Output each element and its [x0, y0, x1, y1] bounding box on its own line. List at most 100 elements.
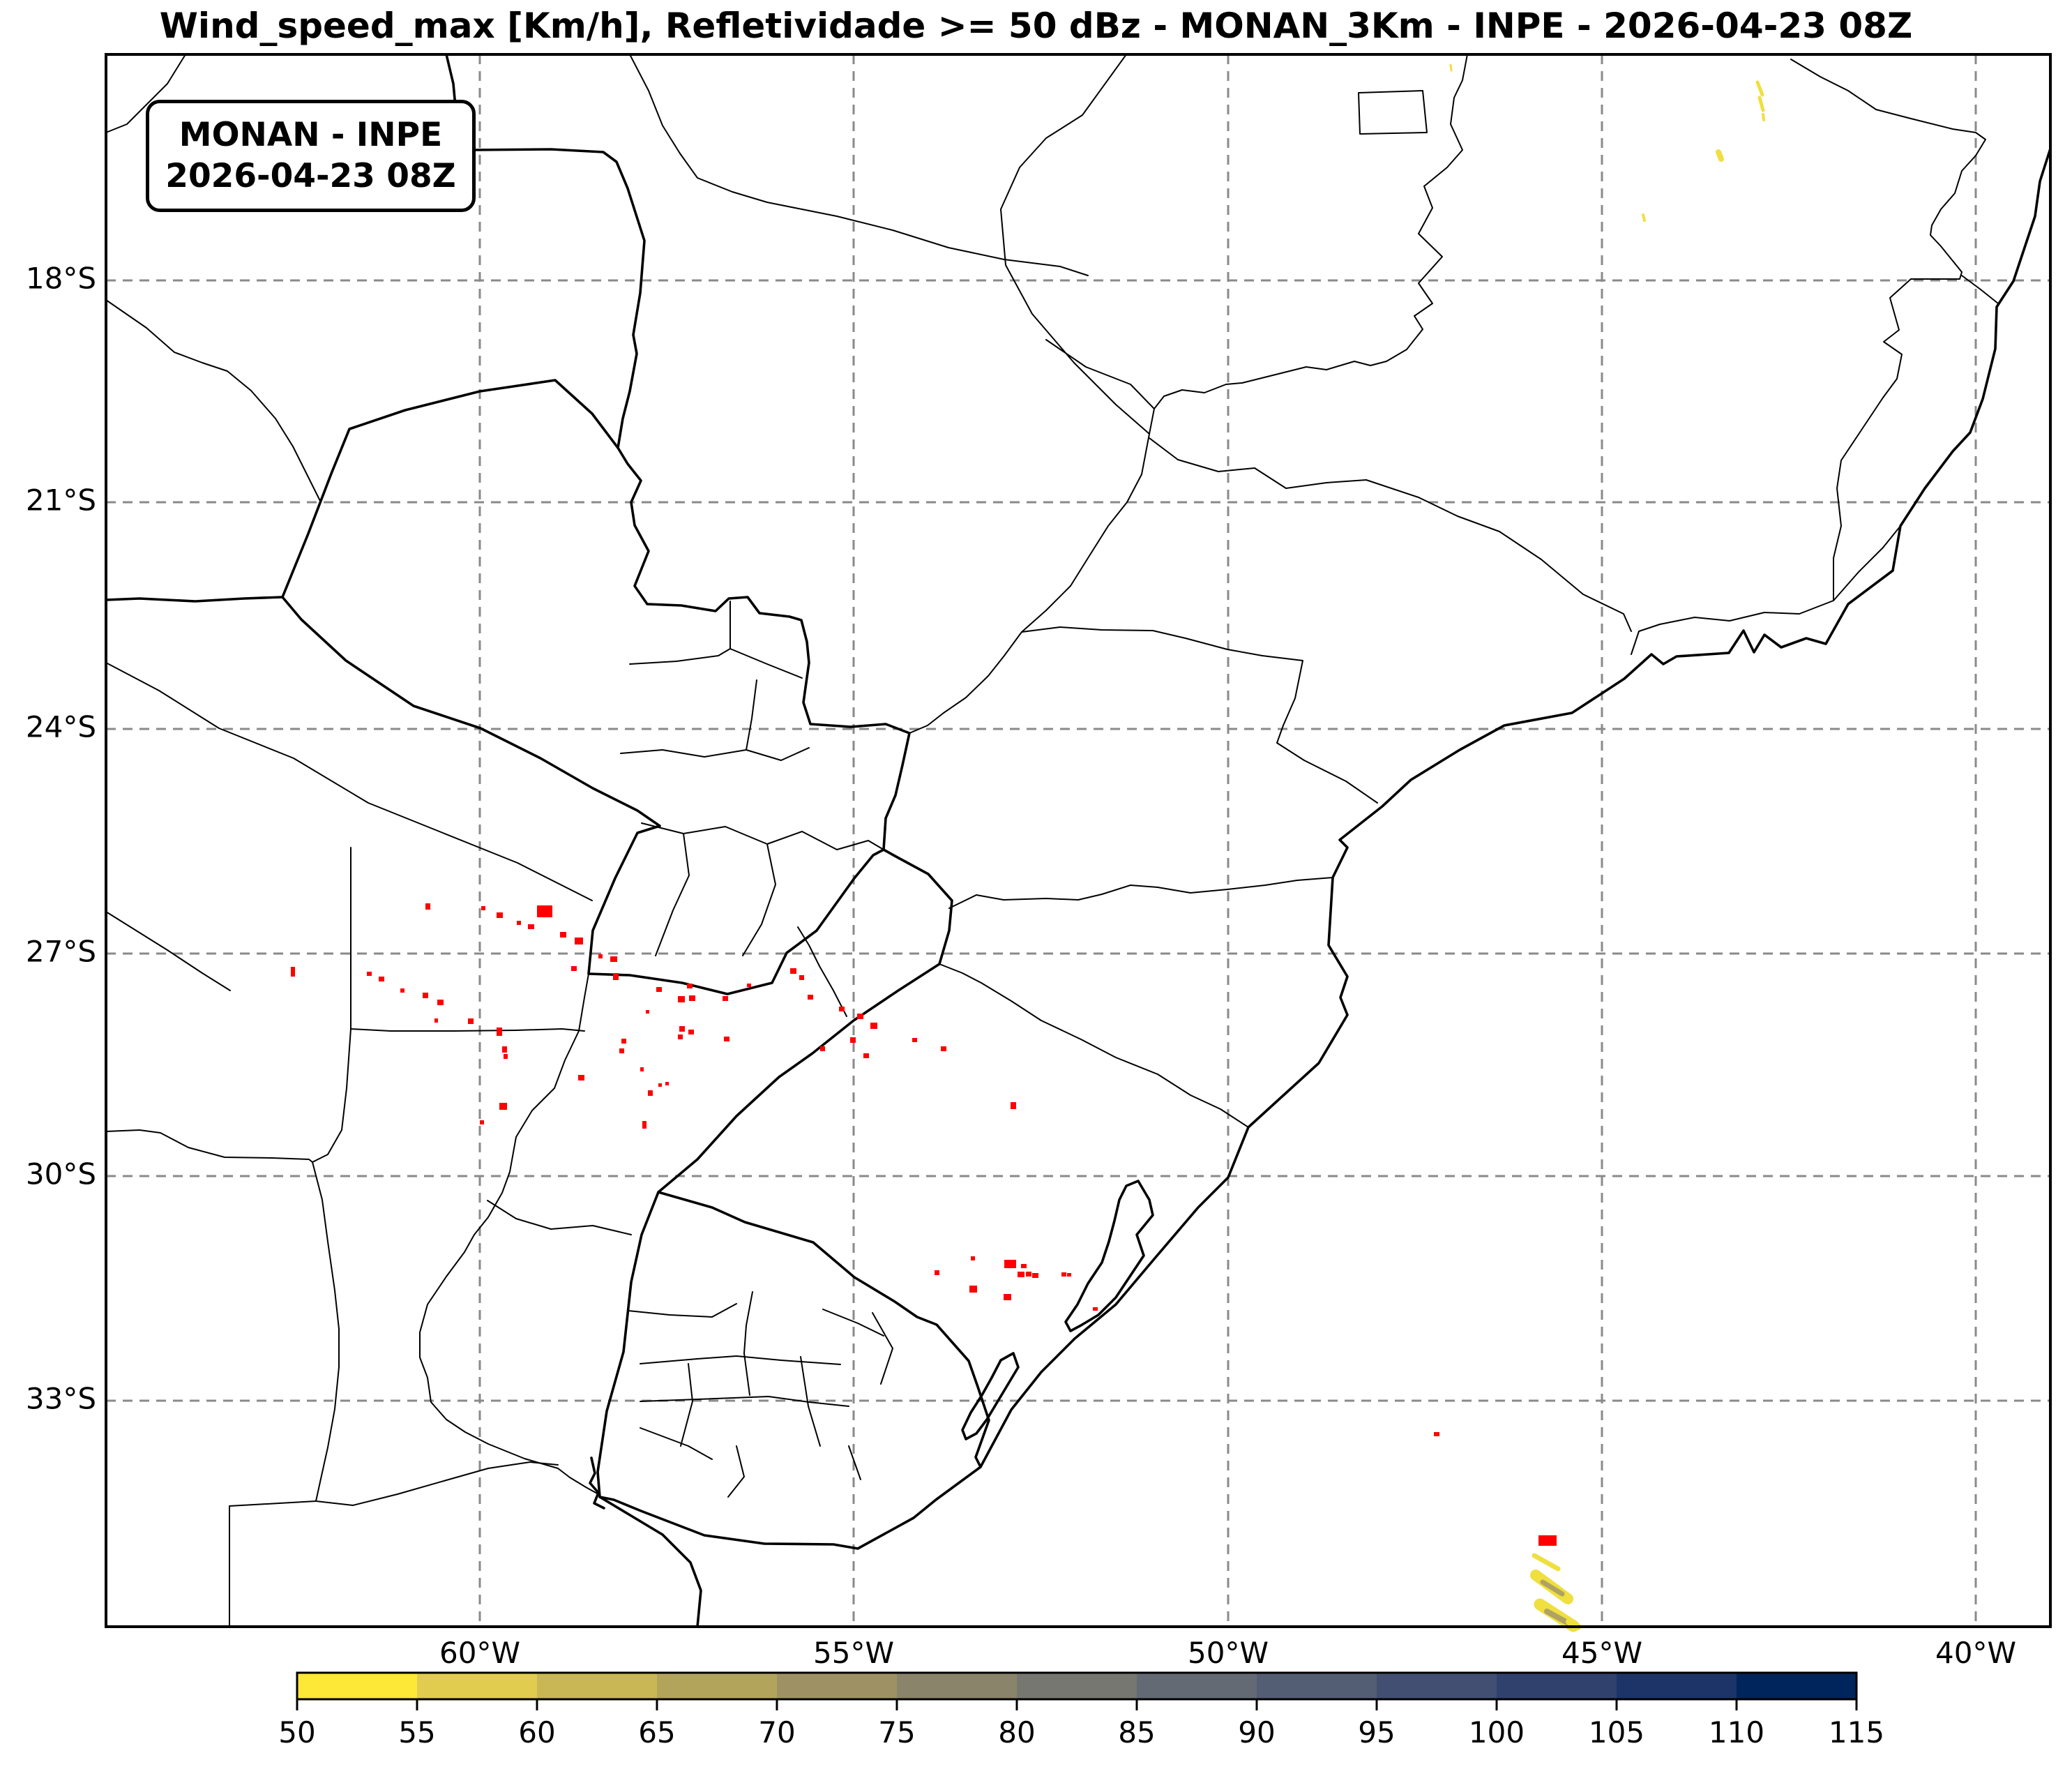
state-border-line	[939, 963, 1249, 1128]
wind-cell	[571, 966, 577, 971]
wind-cell	[679, 1026, 685, 1032]
wind-streak	[1755, 80, 1764, 97]
lon-tick-label: 60°W	[439, 1636, 520, 1670]
wind-cell	[799, 975, 804, 980]
graticule	[106, 54, 2050, 1627]
wind-cell	[820, 1046, 825, 1051]
lat-tick-label: 21°S	[26, 483, 96, 518]
wind-cell	[689, 995, 695, 1001]
wind-cell	[687, 984, 693, 988]
wind-cell	[1067, 1273, 1071, 1277]
colorbar-tick-label: 75	[878, 1715, 915, 1749]
wind-cell	[598, 954, 603, 958]
state-border-line	[419, 973, 599, 1495]
wind-streak	[1716, 149, 1724, 162]
state-border-line	[487, 1200, 632, 1235]
wind-cell	[578, 1075, 584, 1081]
wind-cell	[1093, 1307, 1098, 1311]
colorbar-tick-label: 65	[638, 1715, 675, 1749]
wind-cell	[379, 977, 384, 981]
state-border-line	[629, 601, 731, 665]
colorbar-segment	[297, 1673, 418, 1699]
country-border-line	[589, 1456, 605, 1510]
wind-cell	[497, 1027, 502, 1036]
colorbar-segment	[1737, 1673, 1857, 1699]
wind-cell	[688, 1030, 694, 1034]
state-border-line	[680, 1363, 693, 1447]
state-border-line	[848, 1445, 861, 1480]
wind-cell	[1434, 1432, 1439, 1436]
country-border-line	[961, 1352, 1020, 1440]
colorbar-segment	[1017, 1673, 1137, 1699]
wind-cell	[499, 1103, 507, 1110]
colorbar-segment	[897, 1673, 1018, 1699]
state-border-line	[1358, 90, 1428, 135]
state-border-line	[229, 1500, 317, 1627]
wind-speed-shaded-streaks	[1449, 63, 1765, 1632]
colorbar-tick-label: 60	[518, 1715, 555, 1749]
wind-cell	[723, 996, 728, 1001]
colorbar-segment	[1377, 1673, 1497, 1699]
state-border-line	[1000, 54, 1150, 435]
colorbar-tick-label: 70	[758, 1715, 795, 1749]
state-border-line	[742, 843, 776, 956]
wind-streak	[1642, 213, 1646, 222]
model-info-box: MONAN - INPE 2026-04-23 08Z	[146, 100, 476, 212]
wind-cell	[537, 905, 552, 917]
state-borders	[105, 54, 1999, 1627]
wind-cell	[648, 1090, 653, 1096]
state-border-line	[948, 877, 1333, 909]
wind-streak	[1762, 113, 1765, 121]
model-name: MONAN - INPE	[179, 115, 443, 154]
wind-cell	[646, 1010, 649, 1014]
state-border-line	[1021, 626, 1378, 804]
state-border-line	[1631, 600, 1834, 655]
colorbar-tick-label: 100	[1469, 1715, 1525, 1749]
state-border-line	[620, 747, 810, 761]
wind-cell	[839, 1007, 845, 1011]
wind-cell	[1004, 1260, 1016, 1268]
lon-tick-label: 50°W	[1188, 1636, 1269, 1670]
wind-cell	[1004, 1294, 1011, 1300]
wind-cell	[1021, 1264, 1027, 1268]
wind-streak	[1544, 1609, 1571, 1626]
state-border-line	[1790, 59, 1986, 601]
lon-tick-label: 55°W	[813, 1636, 894, 1670]
state-border-line	[746, 679, 757, 751]
wind-cell	[658, 1083, 662, 1087]
state-border-line	[640, 1427, 713, 1460]
wind-cell	[747, 984, 751, 987]
wind-cell	[468, 1018, 474, 1024]
wind-cell	[613, 973, 619, 980]
wind-cell	[935, 1270, 939, 1275]
wind-cell	[656, 987, 662, 992]
state-border-line	[352, 1461, 559, 1506]
wind-cell	[1011, 1102, 1016, 1109]
wind-cell	[423, 993, 428, 998]
state-border-line	[105, 1129, 354, 1506]
lat-tick-label: 18°S	[26, 262, 96, 296]
country-border-line	[1064, 1180, 1154, 1332]
wind-cell	[863, 1053, 869, 1058]
page-title: Wind_speed_max [Km/h], Refletividade >= …	[159, 6, 1913, 46]
colorbar-segment	[777, 1673, 898, 1699]
lat-tick-label: 24°S	[26, 710, 96, 744]
state-border-line	[1045, 339, 1155, 409]
wind-cell	[665, 1082, 669, 1085]
wind-cell	[502, 1046, 507, 1053]
colorbar-tick-label: 80	[998, 1715, 1035, 1749]
state-border-line	[822, 1309, 884, 1337]
state-border-line	[350, 847, 585, 1032]
wind-cell	[437, 1000, 444, 1005]
country-border-line	[657, 1191, 990, 1468]
wind-cell	[480, 1120, 484, 1124]
wind-cell	[941, 1046, 946, 1051]
lat-tick-label: 30°S	[26, 1157, 96, 1191]
colorbar-tick-label: 50	[278, 1715, 315, 1749]
wind-cell	[610, 956, 617, 962]
wind-cell	[560, 932, 566, 938]
state-border-line	[312, 1028, 351, 1163]
wind-cell	[969, 1286, 977, 1293]
colorbar-tick-label: 85	[1118, 1715, 1155, 1749]
wind-cell	[517, 921, 521, 925]
